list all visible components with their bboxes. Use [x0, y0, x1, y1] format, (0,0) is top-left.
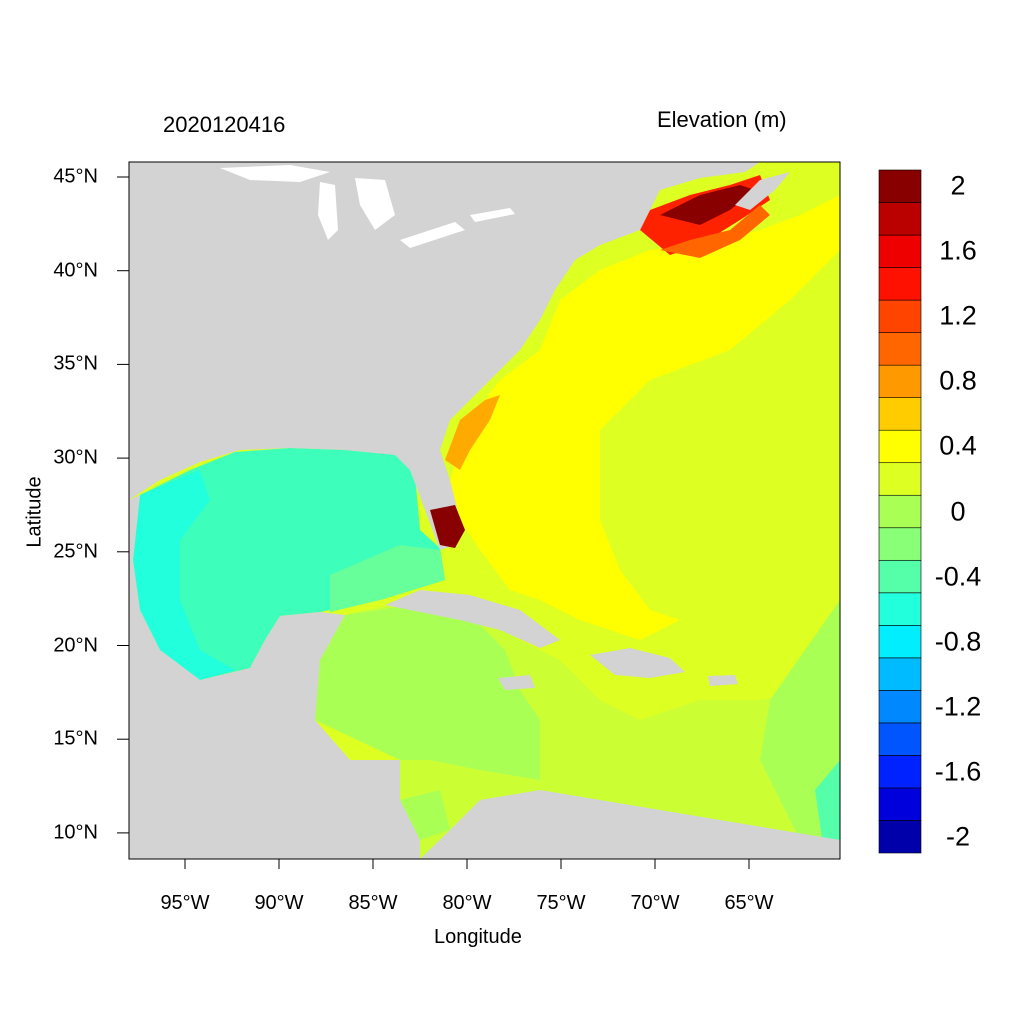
colorbar-swatch	[878, 169, 922, 203]
colorbar-swatch	[878, 657, 922, 691]
colorbar-swatch	[878, 820, 922, 854]
colorbar-label: -2	[945, 821, 971, 852]
lat-tick-label: 35°N	[53, 352, 98, 375]
caribbean-sw-pocket	[400, 790, 450, 840]
colorbar-swatch	[878, 527, 922, 561]
colorbar-label: 0	[950, 496, 966, 526]
land-puerto-rico	[708, 675, 738, 686]
colorbar-swatch	[878, 494, 922, 529]
colorbar-swatch	[878, 332, 922, 366]
colorbar-swatch	[878, 234, 922, 268]
x-axis-title: Longitude	[434, 926, 522, 948]
lat-tick-label: 40°N	[53, 259, 98, 282]
florida-surge	[430, 505, 465, 548]
gulf-of-maine-fringe	[660, 205, 770, 258]
lon-tick-label: 95°W	[160, 892, 210, 914]
colorbar-swatch	[878, 397, 922, 431]
axis-ticks	[117, 176, 750, 869]
lake-michigan	[318, 182, 338, 240]
land-north-america	[129, 162, 760, 550]
gulf-of-maine-peak	[660, 185, 755, 225]
lake-superior	[220, 165, 330, 182]
lon-tick-label: 80°W	[442, 892, 492, 914]
variable-label: Elevation (m)	[657, 107, 787, 132]
plot-frame	[128, 161, 841, 860]
lon-tick-label: 90°W	[254, 892, 304, 914]
colorbar-label: -0.8	[934, 626, 982, 657]
lon-tick-label: 70°W	[630, 892, 680, 914]
lon-tick-label: 85°W	[348, 892, 398, 914]
colorbar-label: -0.4	[934, 561, 982, 592]
lat-tick-label: 20°N	[53, 634, 98, 656]
land-nova-scotia	[735, 172, 790, 210]
colorbar-label: -1.6	[934, 756, 982, 787]
gulfstream-orange	[445, 395, 500, 470]
colorbar-swatch	[878, 722, 922, 756]
date-label: 2020120416	[163, 112, 286, 137]
colorbar-swatch	[878, 559, 922, 594]
colorbar-label: -1.2	[934, 691, 982, 722]
lat-tick-label: 45°N	[53, 165, 98, 188]
gulf-east-mid	[330, 545, 445, 612]
land-cuba	[385, 590, 560, 648]
y-axis-title: Latitude	[23, 476, 46, 548]
land-jamaica	[498, 675, 535, 690]
lake-ontario	[470, 208, 515, 222]
gulf-west-low	[133, 470, 235, 680]
colorbar-swatch	[878, 267, 922, 301]
colorbar-swatch	[878, 592, 922, 626]
colorbar-swatch	[878, 787, 922, 821]
colorbar-swatch	[878, 299, 922, 333]
caribbean-west	[315, 605, 540, 780]
lon-tick-label: 75°W	[536, 892, 586, 914]
colorbar-label: 1.2	[939, 300, 977, 331]
lon-tick-label: 65°W	[724, 892, 774, 914]
colorbar-label: 0.4	[939, 430, 977, 461]
colorbar-swatch	[878, 625, 922, 659]
lake-huron	[355, 178, 395, 230]
colorbar-label: 2	[950, 170, 966, 201]
colorbar-swatch	[878, 364, 922, 398]
land-south-america	[420, 790, 840, 859]
land-hispaniola	[590, 648, 685, 678]
colorbar	[878, 169, 922, 854]
colorbar-swatch	[878, 202, 922, 236]
colorbar-swatch	[878, 429, 922, 464]
colorbar-swatch	[878, 755, 922, 789]
lat-tick-label: 10°N	[53, 821, 98, 844]
lake-erie	[400, 222, 465, 248]
atlantic-yellow-band	[450, 195, 840, 640]
lat-tick-label: 15°N	[53, 727, 98, 750]
land-mexico	[129, 495, 420, 859]
colorbar-swatch	[878, 690, 922, 724]
colorbar-label: 0.8	[939, 365, 977, 396]
lat-tick-label: 30°N	[53, 446, 98, 469]
lat-tick-label: 25°N	[53, 540, 98, 563]
gulf-of-mexico-field	[133, 448, 445, 680]
lesser-antilles-cold	[815, 760, 840, 859]
colorbar-swatch	[878, 462, 922, 496]
colorbar-label: 1.6	[939, 235, 977, 266]
